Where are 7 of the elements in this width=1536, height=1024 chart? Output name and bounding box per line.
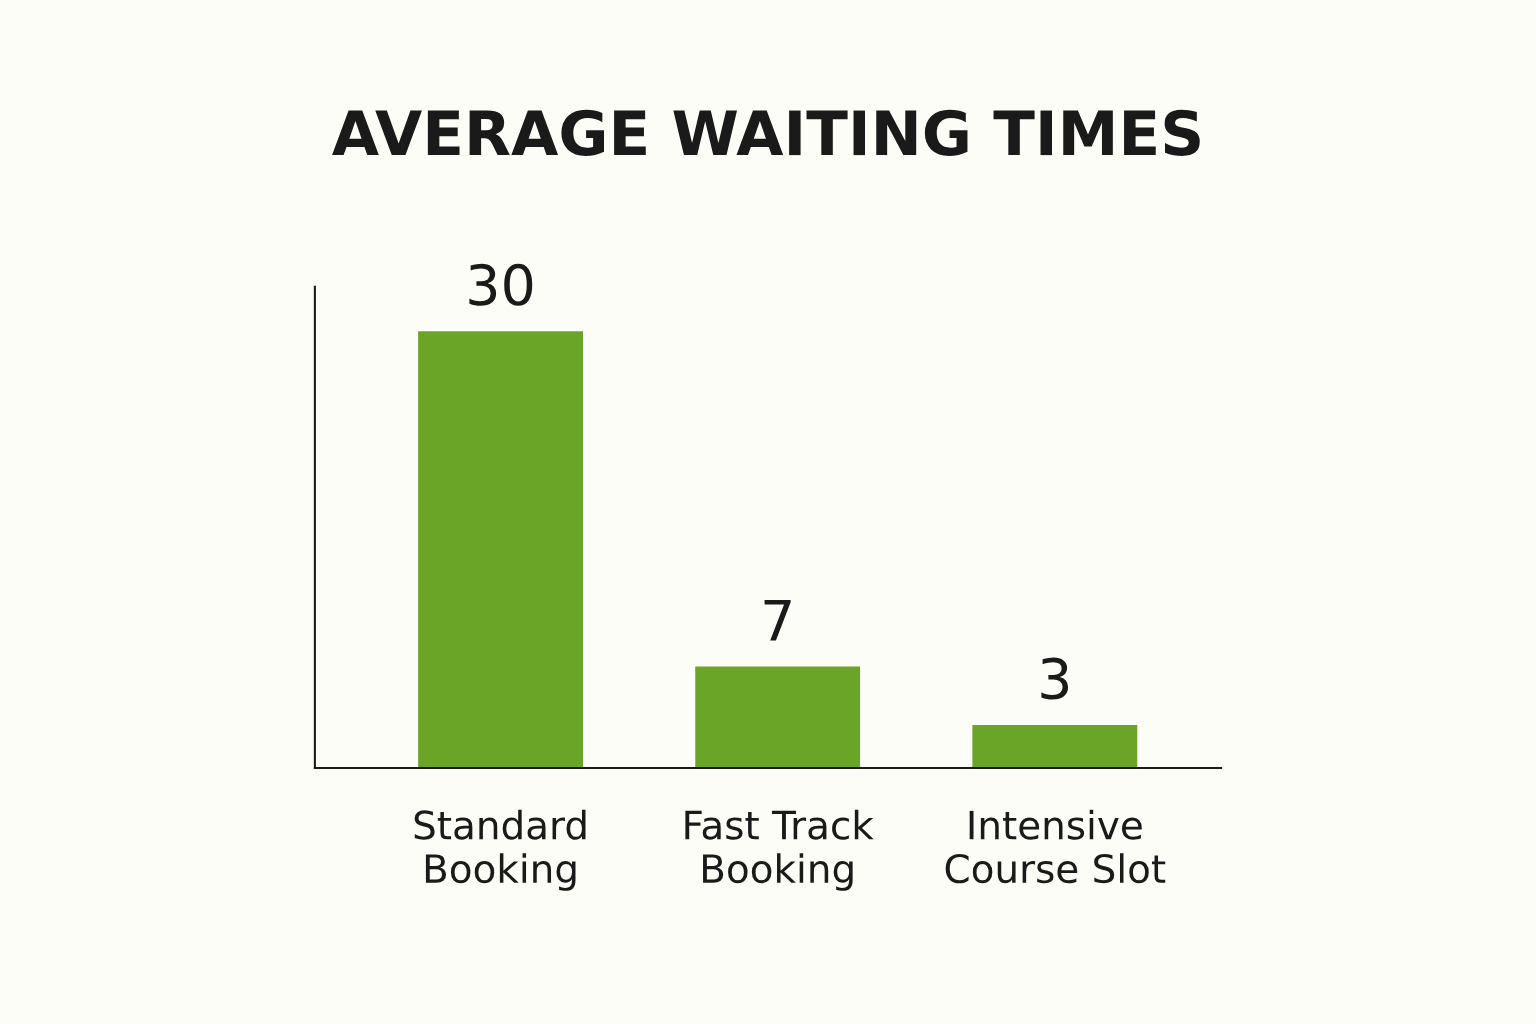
chart-title: AVERAGE WAITING TIMES (332, 109, 1200, 156)
x-tick-label: Intensive Course Slot (945, 809, 1166, 884)
x-tick-label: Fast Track Booking (685, 809, 874, 891)
x-tick-label: Standard Booking (414, 809, 586, 891)
data-label: 3 (1041, 657, 1069, 700)
data-label: 30 (469, 263, 533, 306)
data-label: 7 (764, 599, 791, 641)
